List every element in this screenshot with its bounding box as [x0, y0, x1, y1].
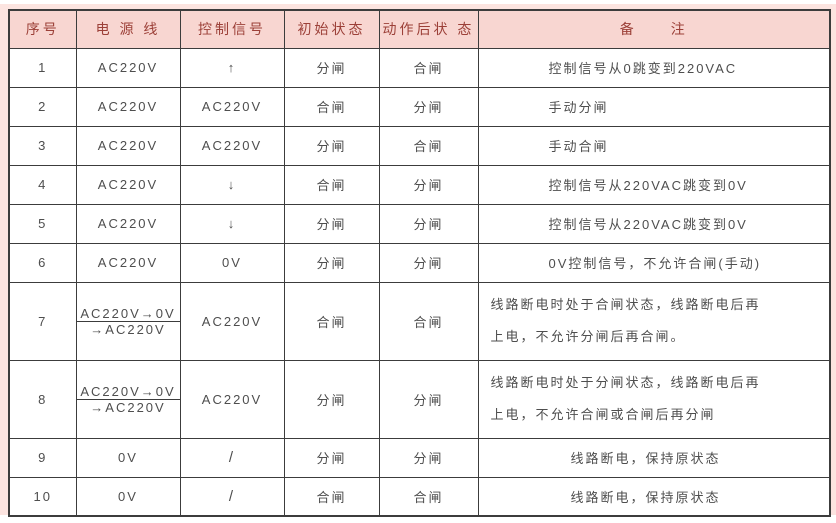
cell-power-line: AC220V — [75, 47, 181, 88]
cell-initial-state: 分闸 — [283, 437, 380, 478]
cell-initial-state: 合闸 — [283, 281, 380, 361]
header-after-state: 动作后状 态 — [378, 9, 479, 49]
header-control-signal: 控制信号 — [179, 9, 285, 49]
down-arrow-icon: ↓ — [179, 203, 285, 244]
cell-power-line: AC220V — [75, 164, 181, 205]
cell-remark: 控制信号从220VAC跳变到0V — [477, 203, 831, 244]
cell-control-signal: AC220V — [179, 86, 285, 127]
cell-after-state: 合闸 — [378, 281, 479, 361]
cell-serial: 6 — [8, 242, 77, 283]
cell-after-state: 分闸 — [378, 359, 479, 439]
cell-after-state: 分闸 — [378, 242, 479, 283]
cell-initial-state: 分闸 — [283, 203, 380, 244]
cell-power-transition-on: →AC220V — [90, 321, 166, 337]
cell-power-line: AC220V — [75, 125, 181, 166]
cell-after-state: 分闸 — [378, 86, 479, 127]
cell-power-transition-on: →AC220V — [90, 399, 166, 415]
cell-remark: 线路断电，保持原状态 — [477, 476, 831, 517]
table-row: 1 AC220V ↑ 分闸 合闸 控制信号从0跳变到220VAC — [8, 47, 831, 88]
cell-control-signal-na: / — [179, 437, 285, 478]
table-row: 4 AC220V ↓ 合闸 分闸 控制信号从220VAC跳变到0V — [8, 164, 831, 205]
header-row: 序号 电 源 线 控制信号 初始状态 动作后状 态 备 注 — [8, 9, 831, 49]
cell-serial: 3 — [8, 125, 77, 166]
cell-remark: 手动合闸 — [477, 125, 831, 166]
cell-serial: 4 — [8, 164, 77, 205]
cell-initial-state: 分闸 — [283, 242, 380, 283]
table-row: 8 AC220V→0V →AC220V AC220V 分闸 分闸 线路断电时处于… — [8, 359, 831, 439]
cell-remark: 线路断电，保持原状态 — [477, 437, 831, 478]
operation-spec-table: 序号 电 源 线 控制信号 初始状态 动作后状 态 备 注 1 AC220V ↑… — [8, 9, 831, 517]
cell-power-line: 0V — [75, 437, 181, 478]
cell-remark: 0V控制信号，不允许合闸(手动) — [477, 242, 831, 283]
cell-control-signal: AC220V — [179, 359, 285, 439]
table-row: 2 AC220V AC220V 合闸 分闸 手动分闸 — [8, 86, 831, 127]
cell-power-transition-off: AC220V→0V — [77, 306, 179, 322]
cell-power-line-split: AC220V→0V →AC220V — [75, 281, 181, 361]
cell-control-signal: AC220V — [179, 125, 285, 166]
cell-power-line: 0V — [75, 476, 181, 517]
table-row: 9 0V / 分闸 分闸 线路断电，保持原状态 — [8, 437, 831, 478]
cell-after-state: 合闸 — [378, 476, 479, 517]
cell-control-signal: AC220V — [179, 281, 285, 361]
remark-line-2: 上电，不允许分闸后再合闸。 — [490, 329, 686, 344]
cell-after-state: 分闸 — [378, 437, 479, 478]
cell-initial-state: 合闸 — [283, 86, 380, 127]
cell-power-line: AC220V — [75, 203, 181, 244]
table-row: 7 AC220V→0V →AC220V AC220V 合闸 合闸 线路断电时处于… — [8, 281, 831, 361]
cell-after-state: 合闸 — [378, 47, 479, 88]
cell-power-line: AC220V — [75, 242, 181, 283]
cell-initial-state: 合闸 — [283, 164, 380, 205]
cell-initial-state: 分闸 — [283, 125, 380, 166]
cell-remark: 线路断电时处于合闸状态，线路断电后再 上电，不允许分闸后再合闸。 — [477, 281, 831, 361]
cell-initial-state: 分闸 — [283, 359, 380, 439]
table-row: 10 0V / 合闸 合闸 线路断电，保持原状态 — [8, 476, 831, 517]
cell-serial: 7 — [8, 281, 77, 361]
cell-serial: 5 — [8, 203, 77, 244]
table-row: 5 AC220V ↓ 分闸 分闸 控制信号从220VAC跳变到0V — [8, 203, 831, 244]
cell-serial: 2 — [8, 86, 77, 127]
cell-serial: 8 — [8, 359, 77, 439]
cell-remark: 控制信号从0跳变到220VAC — [477, 47, 831, 88]
cell-remark: 线路断电时处于分闸状态，线路断电后再 上电，不允许合闸或合闸后再分闸 — [477, 359, 831, 439]
cell-power-line-split: AC220V→0V →AC220V — [75, 359, 181, 439]
down-arrow-icon: ↓ — [179, 164, 285, 205]
cell-initial-state: 分闸 — [283, 47, 380, 88]
cell-remark: 控制信号从220VAC跳变到0V — [477, 164, 831, 205]
remark-line-1: 线路断电时处于合闸状态，线路断电后再 — [490, 297, 761, 312]
up-arrow-icon: ↑ — [179, 47, 285, 88]
header-power-line: 电 源 线 — [75, 9, 181, 49]
cell-control-signal-na: / — [179, 476, 285, 517]
table-row: 3 AC220V AC220V 分闸 合闸 手动合闸 — [8, 125, 831, 166]
cell-serial: 9 — [8, 437, 77, 478]
table-row: 6 AC220V 0V 分闸 分闸 0V控制信号，不允许合闸(手动) — [8, 242, 831, 283]
cell-power-line: AC220V — [75, 86, 181, 127]
cell-after-state: 合闸 — [378, 125, 479, 166]
cell-control-signal: 0V — [179, 242, 285, 283]
header-initial-state: 初始状态 — [283, 9, 380, 49]
header-serial: 序号 — [8, 9, 77, 49]
cell-remark: 手动分闸 — [477, 86, 831, 127]
header-remark: 备 注 — [477, 9, 831, 49]
remark-line-2: 上电，不允许合闸或合闸后再分闸 — [490, 407, 716, 422]
remark-line-1: 线路断电时处于分闸状态，线路断电后再 — [490, 375, 761, 390]
cell-power-transition-off: AC220V→0V — [77, 384, 179, 400]
cell-serial: 1 — [8, 47, 77, 88]
cell-initial-state: 合闸 — [283, 476, 380, 517]
cell-serial: 10 — [8, 476, 77, 517]
cell-after-state: 分闸 — [378, 203, 479, 244]
cell-after-state: 分闸 — [378, 164, 479, 205]
